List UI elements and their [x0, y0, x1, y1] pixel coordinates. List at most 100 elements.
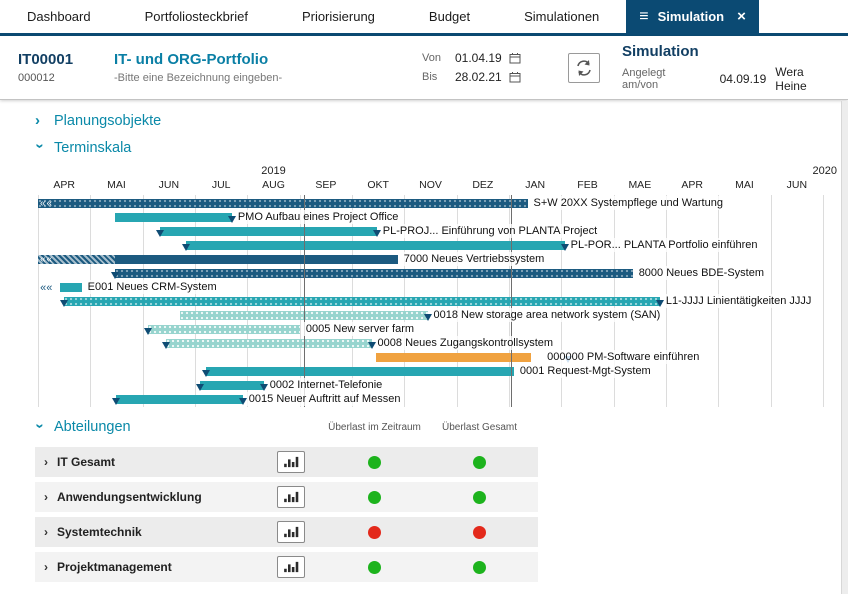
departments-section: › Abteilungen Überlast im Zeitraum Überl…: [18, 413, 538, 582]
gantt-row: 0002 Internet-Telefonie: [38, 378, 823, 393]
gantt-row: PL-PROJ... Einführung von PLANTA Project: [38, 224, 823, 239]
gantt-bar[interactable]: [115, 395, 244, 404]
dept-row: › Anwendungsentwicklung: [35, 482, 538, 512]
date-guide-line: [511, 195, 513, 407]
gantt-bar[interactable]: [166, 339, 372, 348]
calendar-icon[interactable]: [509, 52, 521, 64]
section-label: Abteilungen: [54, 419, 131, 435]
menu-icon[interactable]: ≡: [639, 7, 649, 25]
month-gridline: [823, 195, 824, 407]
gantt-bar[interactable]: [376, 353, 531, 362]
section-terminskala[interactable]: › Terminskala: [0, 134, 848, 161]
gantt-bar[interactable]: ««: [38, 255, 399, 265]
tab-label: Simulationen: [524, 9, 600, 24]
gantt-bar[interactable]: [179, 311, 428, 320]
month-label: DEZ: [472, 179, 494, 191]
milestone-triangle-icon: [239, 398, 248, 405]
section-label: Terminskala: [54, 139, 132, 156]
tab-label: Simulation: [657, 9, 725, 24]
chevron-down-icon: ›: [31, 143, 49, 149]
expand-chevron-icon[interactable]: ›: [44, 560, 48, 574]
gantt-row: 0008 Neues Zugangskontrollsystem: [38, 336, 823, 351]
month-label: FEB: [577, 179, 598, 191]
milestone-triangle-icon: [560, 244, 569, 251]
status-dot-zeitraum: [368, 560, 381, 574]
calendar-icon[interactable]: [509, 71, 521, 83]
gantt-bar[interactable]: [147, 325, 301, 334]
utilization-chart-button[interactable]: [277, 486, 305, 508]
expand-chevron-icon[interactable]: ›: [44, 455, 48, 469]
gantt-bar[interactable]: [59, 283, 82, 292]
tab-simulationen[interactable]: Simulationen: [497, 0, 626, 33]
gantt-row: PL-POR... PLANTA Portfolio einführen: [38, 238, 823, 253]
utilization-chart-button[interactable]: [277, 556, 305, 578]
tab-label: Dashboard: [27, 9, 91, 24]
date-guide-line: [303, 195, 305, 407]
history-chevrons-icon: ««: [40, 198, 54, 209]
milestone-triangle-icon: [423, 314, 432, 321]
gantt-bar[interactable]: [186, 241, 565, 250]
tab-label: Priorisierung: [301, 9, 375, 24]
gantt-bar[interactable]: [159, 227, 378, 236]
created-date: 04.09.19: [719, 71, 767, 86]
month-label: NOV: [419, 179, 442, 191]
tab-simulation[interactable]: ≡ Simulation ×: [626, 0, 759, 33]
status-dot-zeitraum: [368, 525, 381, 539]
tab-priorisierung[interactable]: Priorisierung: [275, 0, 402, 33]
gantt-row: 000000 PM-Software einführen: [38, 350, 823, 365]
main-content: › Planungsobjekte › Terminskala 2019 202…: [0, 100, 848, 582]
month-label: JUN: [786, 179, 808, 191]
chevron-right-icon: ›: [35, 112, 40, 129]
vertical-scrollbar[interactable]: [841, 101, 848, 594]
milestone-triangle-icon: [60, 300, 69, 307]
milestone-triangle-icon: [367, 342, 376, 349]
column-header-ueberlast-gesamt: Überlast Gesamt: [441, 421, 518, 433]
refresh-period-button[interactable]: [568, 52, 600, 83]
status-dot-zeitraum: [368, 490, 381, 504]
tab-label: Budget: [428, 9, 471, 24]
tab-bar: Dashboard Portfoliosteckbrief Priorisierun…: [0, 0, 848, 36]
tab-dashboard[interactable]: Dashboard: [0, 0, 118, 33]
expand-chevron-icon[interactable]: ›: [44, 490, 48, 504]
gantt-bar[interactable]: [205, 367, 515, 376]
von-date-field[interactable]: 01.04.19: [455, 51, 502, 65]
gantt-row: 0001 Request-Mgt-System: [38, 364, 823, 379]
gantt-row: «« E001 Neues CRM-System: [38, 280, 823, 295]
bis-date-field[interactable]: 28.02.21: [455, 70, 502, 84]
histogram-icon: [284, 526, 299, 538]
section-abteilungen[interactable]: › Abteilungen: [18, 419, 282, 436]
gantt-bar-label: 0005 New server farm: [303, 322, 417, 336]
gantt-bar[interactable]: [200, 381, 265, 390]
portfolio-code: 000012: [18, 72, 55, 84]
expand-chevron-icon[interactable]: ›: [44, 525, 48, 539]
refresh-icon: [577, 59, 591, 76]
utilization-chart-button[interactable]: [277, 521, 305, 543]
close-tab-icon[interactable]: ×: [737, 8, 746, 25]
status-dot-zeitraum: [368, 455, 381, 469]
status-dot-gesamt: [473, 560, 486, 574]
portfolio-header: IT00001 000012 IT- und ORG-Portfolio -Bi…: [0, 36, 848, 100]
departments-header: › Abteilungen Überlast im Zeitraum Überl…: [18, 413, 538, 441]
tab-budget[interactable]: Budget: [402, 0, 497, 33]
gantt-bar-label: 0015 Neuer Auftritt auf Messen: [246, 392, 403, 406]
gantt-bar[interactable]: [114, 269, 634, 278]
milestone-triangle-icon: [162, 342, 171, 349]
history-chevrons-icon: ««: [40, 282, 53, 294]
gantt-bar[interactable]: [114, 213, 233, 222]
gantt-bar[interactable]: [64, 297, 661, 306]
milestone-triangle-icon: [182, 244, 191, 251]
histogram-icon: [284, 456, 299, 468]
dept-row: › IT Gesamt: [35, 447, 538, 477]
month-label: MAE: [628, 179, 652, 191]
utilization-chart-button[interactable]: [277, 451, 305, 473]
gantt-bar-label: PL-POR... PLANTA Portfolio einführen: [568, 238, 760, 252]
section-planungsobjekte[interactable]: › Planungsobjekte: [0, 107, 848, 134]
section-label: Planungsobjekte: [54, 112, 162, 129]
portfolio-subtitle-input[interactable]: -Bitte eine Bezeichnung eingeben-: [114, 72, 283, 84]
month-label: APR: [53, 179, 75, 191]
tab-portfoliosteckbrief[interactable]: Portfoliosteckbrief: [118, 0, 275, 33]
month-label: MAI: [735, 179, 754, 191]
gantt-bar-label: 0018 New storage area network system (SA…: [431, 308, 663, 322]
dept-name: Anwendungsentwicklung: [57, 490, 202, 504]
gantt-bar[interactable]: ««: [38, 198, 528, 209]
